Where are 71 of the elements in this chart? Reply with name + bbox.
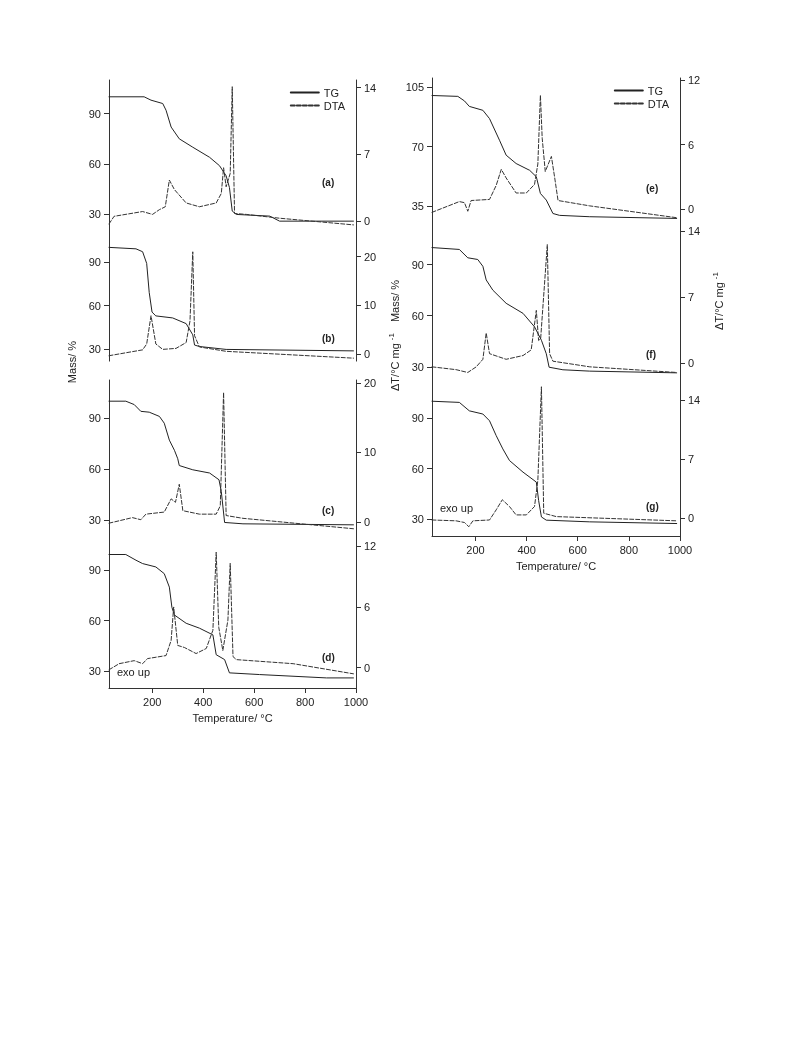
y-tick-label: 90 [411,412,424,425]
y2-tick-label: 0 [364,515,371,528]
y2-tick-label: 0 [364,661,371,674]
y-axis-title: Mass/ % [389,279,402,323]
x-axis-title: Temperature/ °C [515,559,597,572]
y2-tick-label: 12 [364,540,377,553]
annotation: (d) [322,651,335,663]
y-tick-label: 30 [88,513,101,526]
y-tick-label: 60 [88,614,101,627]
y-tick-label: 90 [88,255,101,268]
y2-tick-label: 14 [364,81,377,94]
y-tick-label: 30 [88,665,101,678]
y2-axis-title: ΔT/°C mg-1 [386,332,401,391]
y-tick-label: 105 [405,81,424,94]
annotation: (e) [646,183,659,195]
y-tick-label: 90 [411,258,424,271]
x-tick-label: 1000 [667,543,693,556]
legend-label: DTA [323,99,346,112]
annotation: (c) [322,504,335,516]
y-tick-label: 60 [88,462,101,475]
x-axis-title: Temperature/ °C [192,711,273,724]
legend-label: TG [647,84,664,97]
x-tick-label: 200 [143,695,162,708]
annotation: (f) [646,349,656,361]
x-tick-label: 800 [295,695,315,708]
y-tick-label: 70 [411,140,424,153]
y2-tick-label: 7 [364,148,371,161]
annotation: exo up [117,665,151,678]
legend-label: DTA [647,97,670,110]
x-tick-label: 400 [517,543,536,556]
x-tick-label: 1000 [343,695,369,708]
y2-tick-label: 6 [688,138,695,151]
y2-tick-label: 10 [364,299,377,312]
y-tick-label: 60 [411,462,424,475]
y-tick-label: 60 [88,158,101,171]
y-tick-label: 30 [88,208,101,221]
y-tick-label: 35 [411,200,424,213]
y-tick-label: 90 [88,564,101,577]
y2-tick-label: 0 [364,348,371,361]
x-tick-label: 800 [619,543,639,556]
y-tick-label: 60 [88,299,101,312]
y-tick-label: 90 [88,107,101,120]
x-tick-label: 600 [568,543,587,556]
y-tick-label: 30 [88,343,101,356]
legend-label: TG [323,86,340,99]
y2-tick-label: 10 [364,446,377,459]
y2-axis-title: ΔT/°C mg-1 [710,271,725,330]
y2-tick-label: 7 [688,453,695,466]
y2-tick-label: 14 [688,225,701,238]
y2-tick-label: 20 [364,376,377,389]
y-tick-label: 30 [411,360,424,373]
annotation: (a) [322,177,335,189]
y2-tick-label: 7 [688,291,695,304]
y2-tick-label: 12 [688,74,701,87]
y2-tick-label: 20 [364,250,377,263]
x-tick-label: 400 [194,695,213,708]
y-tick-label: 30 [411,513,424,526]
y2-tick-label: 0 [688,203,695,216]
y2-tick-label: 0 [688,512,695,525]
y-tick-label: 90 [88,412,101,425]
annotation: exo up [440,501,474,514]
annotation: (b) [322,333,335,345]
y2-tick-label: 14 [688,394,701,407]
y2-tick-label: 0 [364,215,371,228]
x-tick-label: 200 [466,543,485,556]
y2-tick-label: 0 [688,357,695,370]
x-tick-label: 600 [244,695,264,708]
annotation: (g) [646,500,659,512]
y2-tick-label: 6 [364,600,371,613]
y-tick-label: 60 [411,309,424,322]
y-axis-title: Mass/ % [66,340,79,384]
